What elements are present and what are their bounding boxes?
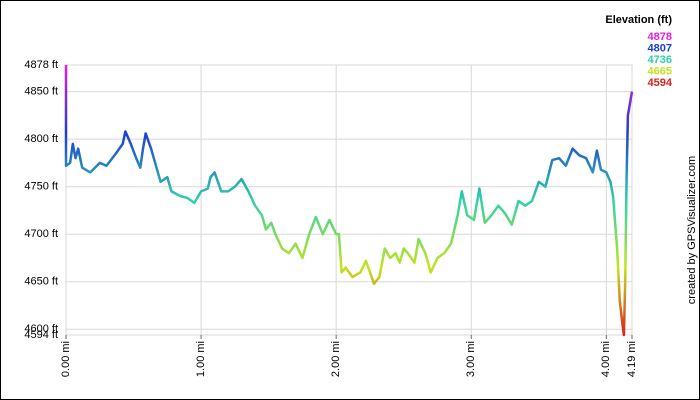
y-tick-label: 4850 ft: [24, 86, 58, 98]
legend-value: 4807: [648, 42, 672, 54]
x-tick-label: 0.00 mi: [60, 341, 72, 377]
y-tick-label: 4650 ft: [24, 276, 58, 288]
y-tick-label: 4600 ft: [24, 323, 58, 335]
legend-value: 4736: [648, 54, 672, 66]
y-tick-label: 4700 ft: [24, 228, 58, 240]
credit: created by GPSVisualizer.com: [686, 156, 698, 304]
x-tick-label: 3.00 mi: [465, 341, 477, 377]
x-tick-label: 4.19 mi: [626, 341, 638, 377]
x-tick-label: 1.00 mi: [195, 341, 207, 377]
legend-value: 4878: [648, 31, 672, 43]
legend-title: Elevation (ft): [605, 14, 672, 26]
elevation-line: [64, 65, 634, 337]
y-tick-label: 4800 ft: [24, 133, 58, 145]
x-tick-label: 4.00 mi: [600, 341, 612, 377]
x-tick-label: 2.00 mi: [330, 341, 342, 377]
y-tick-label: 4750 ft: [24, 181, 58, 193]
legend-value: 4594: [648, 77, 673, 89]
y-tick-label: 4594 ft: [24, 329, 58, 341]
y-tick-label: 4878 ft: [24, 59, 58, 71]
legend-value: 4665: [648, 65, 672, 77]
